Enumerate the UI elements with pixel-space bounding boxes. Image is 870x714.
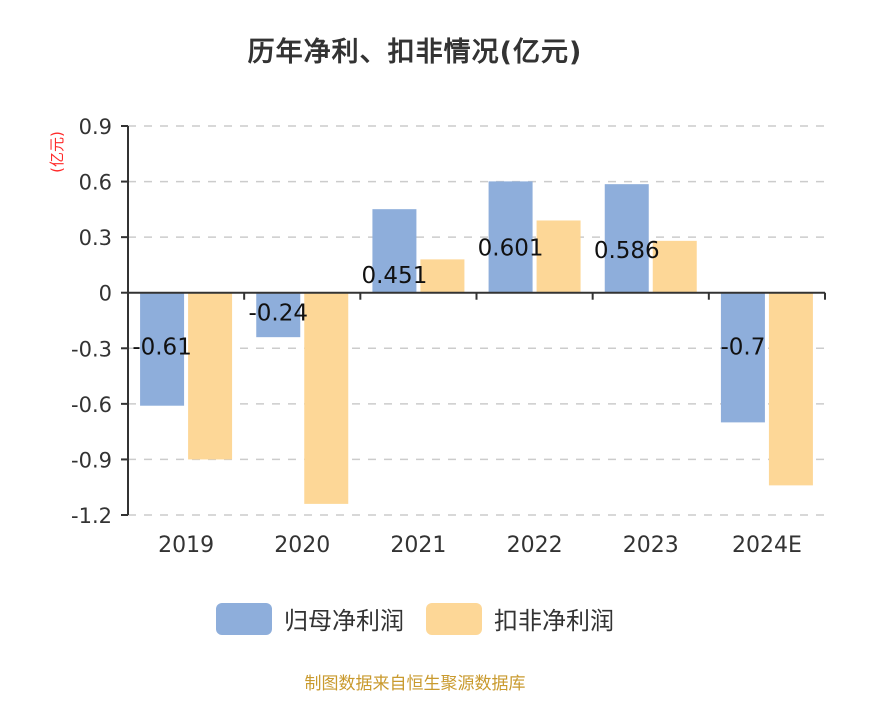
- x-tick-label: 2019: [158, 533, 214, 558]
- legend-swatch-deducted-profit: [426, 602, 482, 635]
- bar-net-profit[interactable]: [372, 209, 417, 293]
- bar-deducted-profit[interactable]: [420, 259, 465, 293]
- bar-net-profit[interactable]: [140, 292, 185, 406]
- bar-net-profit[interactable]: [604, 184, 649, 293]
- data-label: -0.61: [132, 335, 192, 361]
- legend-item-net-profit[interactable]: 归母净利润: [216, 601, 404, 636]
- y-tick-label: 0.6: [79, 171, 112, 195]
- bars: [140, 181, 813, 504]
- bar-deducted-profit[interactable]: [768, 292, 813, 486]
- data-label: 0.601: [478, 235, 544, 261]
- y-tick-label: -0.6: [71, 393, 112, 417]
- x-tick-label: 2024E: [732, 533, 802, 558]
- bar-net-profit[interactable]: [256, 292, 301, 338]
- data-source-note: 制图数据来自恒生聚源数据库: [304, 674, 526, 694]
- data-label: 0.586: [594, 238, 660, 264]
- bar-deducted-profit[interactable]: [188, 292, 233, 460]
- bar-deducted-profit[interactable]: [536, 220, 581, 293]
- data-label: -0.7: [720, 335, 765, 361]
- bar-net-profit[interactable]: [488, 181, 533, 293]
- y-tick-label: 0.3: [79, 226, 112, 250]
- legend-swatch-net-profit: [216, 602, 272, 635]
- data-label: -0.24: [248, 301, 308, 327]
- y-axis-label: (亿元): [48, 131, 66, 173]
- chart-title: 历年净利、扣非情况(亿元): [247, 37, 583, 68]
- gridlines: [128, 125, 825, 516]
- y-tick-label: -1.2: [71, 504, 112, 528]
- legend: 归母净利润 扣非净利润: [0, 601, 830, 636]
- data-label: 0.451: [361, 263, 427, 289]
- x-tick-label: 2021: [390, 533, 446, 558]
- y-tick-label: -0.9: [71, 448, 112, 472]
- bar-net-profit[interactable]: [720, 292, 765, 423]
- bar-deducted-profit[interactable]: [304, 292, 349, 504]
- x-tick-label: 2022: [507, 533, 563, 558]
- bar-deducted-profit[interactable]: [652, 240, 697, 293]
- data-labels: -0.61 -0.24 0.451 0.601 0.586 -0.7: [132, 235, 765, 360]
- y-tick-label: -0.3: [71, 337, 112, 361]
- legend-label-net-profit: 归母净利润: [284, 607, 404, 635]
- x-tick-label: 2020: [274, 533, 330, 558]
- y-tick-label: 0: [99, 282, 112, 306]
- axes: 0.9 0.6 0.3 0 -0.3 -0.6 -0.9 -1.2 2019 2020 2021 20…: [71, 115, 826, 558]
- y-tick-label: 0.9: [79, 115, 112, 139]
- legend-label-deducted-profit: 扣非净利润: [494, 607, 614, 635]
- x-tick-label: 2023: [623, 533, 679, 558]
- legend-item-deducted-profit[interactable]: 扣非净利润: [426, 601, 614, 636]
